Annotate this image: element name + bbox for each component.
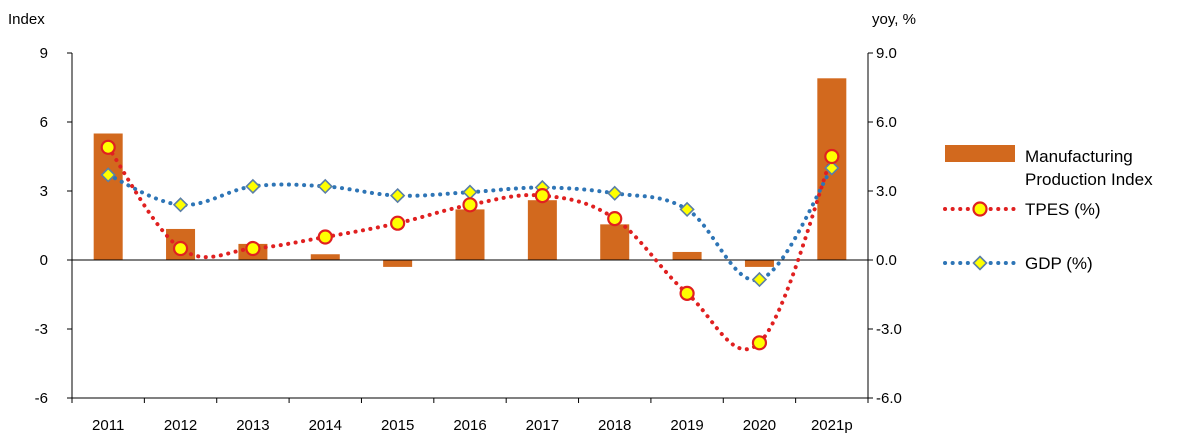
x-tick-label: 2019	[670, 417, 703, 434]
gdp-point-2013	[245, 178, 261, 195]
right-tick-label: -3.0	[876, 321, 902, 338]
right-axis-title: yoy, %	[872, 11, 916, 28]
tpes-point-2012	[172, 240, 189, 257]
left-axis: 9 6 3 0 -3 -6	[35, 45, 73, 407]
bar-2015	[383, 260, 413, 267]
tpes-point-2019	[679, 285, 695, 301]
legend-swatch-gdp-marker	[972, 255, 988, 271]
gdp-line	[106, 166, 834, 283]
right-axis: 9.0 6.0 3.0 0.0 -3.0 -6.0	[867, 45, 902, 407]
bar-2018	[600, 224, 630, 260]
left-tick-label: -6	[35, 390, 48, 407]
tpes-point-2020	[751, 335, 768, 351]
x-axis: 2011 2012 2013 2014 2015 2016 2017 2018 2019 2020…	[71, 397, 869, 434]
legend: Manufacturing Production Index TPES (%) GDP…	[943, 145, 1153, 273]
legend-label-manufacturing-line2: Production Index	[1025, 170, 1153, 189]
right-tick-label: 6.0	[876, 114, 897, 131]
left-tick-label: 9	[40, 45, 48, 62]
gdp-point-2020	[751, 271, 768, 288]
right-tick-label: 0.0	[876, 252, 897, 269]
x-tick-label: 2017	[526, 417, 559, 434]
gdp-point-2016	[462, 184, 478, 200]
legend-label-gdp: GDP (%)	[1025, 254, 1093, 273]
left-tick-label: 6	[40, 114, 48, 131]
legend-label-tpes: TPES (%)	[1025, 200, 1101, 219]
tpes-point-2013	[245, 240, 261, 257]
bar-2020	[744, 260, 774, 267]
gdp-point-2011	[100, 167, 116, 183]
x-tick-label: 2012	[164, 417, 197, 434]
x-tick-label: 2016	[453, 417, 486, 434]
legend-label-manufacturing-line1: Manufacturing	[1025, 147, 1133, 166]
bar-2014	[310, 254, 340, 260]
bar-2019	[672, 251, 702, 260]
legend-swatch-manufacturing	[945, 145, 1015, 162]
x-tick-label: 2015	[381, 417, 414, 434]
right-tick-label: 9.0	[876, 45, 897, 62]
gdp-point-2014	[317, 178, 333, 195]
tpes-point-2014	[317, 229, 333, 245]
tpes-point-2018	[607, 211, 623, 227]
tpes-line	[106, 145, 834, 352]
x-tick-label: 2011	[92, 417, 124, 434]
left-tick-label: 0	[40, 252, 48, 269]
x-tick-label: 2020	[743, 417, 776, 434]
left-tick-label: -3	[35, 321, 48, 338]
x-tick-label: 2013	[236, 417, 269, 434]
left-axis-title: Index	[8, 11, 45, 28]
x-tick-label: 2021p	[811, 417, 853, 434]
bar-2017	[527, 200, 557, 260]
right-tick-label: -6.0	[876, 390, 902, 407]
gdp-point-2015	[390, 187, 406, 204]
left-tick-label: 3	[40, 183, 48, 200]
legend-swatch-tpes-marker	[972, 201, 988, 217]
gdp-point-2021p	[824, 160, 840, 176]
bars-group	[93, 78, 847, 267]
gdp-point-2012	[172, 197, 189, 213]
right-tick-label: 3.0	[876, 183, 897, 200]
tpes-point-2016	[462, 197, 478, 213]
gdp-point-2019	[679, 201, 695, 218]
gdp-point-2018	[607, 185, 623, 201]
x-tick-label: 2014	[309, 417, 342, 434]
tpes-point-2017	[534, 188, 550, 204]
bar-2016	[455, 209, 485, 260]
tpes-point-2011	[100, 139, 116, 155]
tpes-point-2015	[390, 215, 406, 231]
x-tick-label: 2018	[598, 417, 631, 434]
lines-group	[100, 139, 840, 352]
tpes-point-2021p	[824, 148, 840, 165]
